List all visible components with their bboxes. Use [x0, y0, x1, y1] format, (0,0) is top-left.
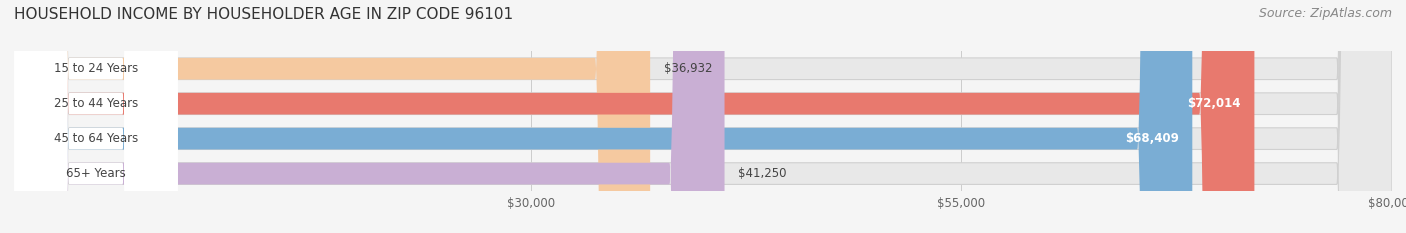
FancyBboxPatch shape	[14, 0, 177, 233]
FancyBboxPatch shape	[14, 0, 1392, 233]
Text: $36,932: $36,932	[664, 62, 713, 75]
FancyBboxPatch shape	[14, 0, 724, 233]
FancyBboxPatch shape	[14, 0, 177, 233]
Text: $68,409: $68,409	[1125, 132, 1178, 145]
Text: 25 to 44 Years: 25 to 44 Years	[53, 97, 138, 110]
FancyBboxPatch shape	[14, 0, 177, 233]
Text: Source: ZipAtlas.com: Source: ZipAtlas.com	[1258, 7, 1392, 20]
Text: $41,250: $41,250	[738, 167, 787, 180]
FancyBboxPatch shape	[14, 0, 1392, 233]
Text: 15 to 24 Years: 15 to 24 Years	[53, 62, 138, 75]
Text: 65+ Years: 65+ Years	[66, 167, 125, 180]
FancyBboxPatch shape	[14, 0, 1254, 233]
Text: $72,014: $72,014	[1187, 97, 1240, 110]
Text: 45 to 64 Years: 45 to 64 Years	[53, 132, 138, 145]
Text: HOUSEHOLD INCOME BY HOUSEHOLDER AGE IN ZIP CODE 96101: HOUSEHOLD INCOME BY HOUSEHOLDER AGE IN Z…	[14, 7, 513, 22]
FancyBboxPatch shape	[14, 0, 1392, 233]
FancyBboxPatch shape	[14, 0, 177, 233]
FancyBboxPatch shape	[14, 0, 650, 233]
FancyBboxPatch shape	[14, 0, 1192, 233]
FancyBboxPatch shape	[14, 0, 1392, 233]
